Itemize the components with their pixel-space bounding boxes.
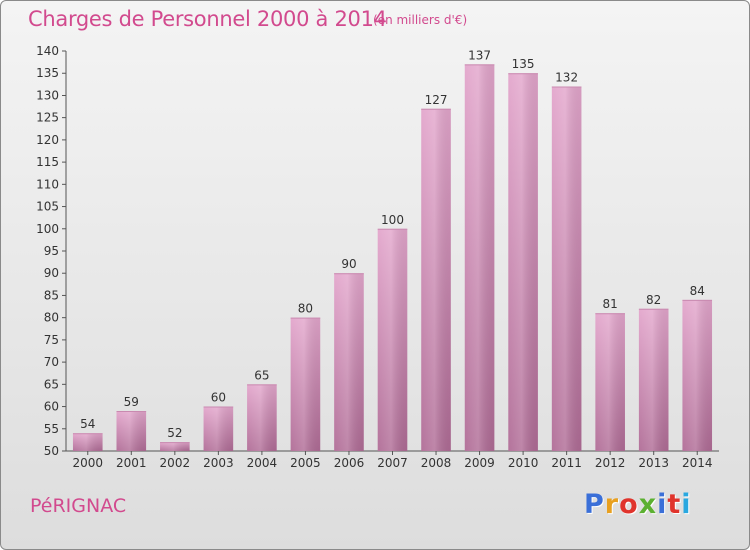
y-tick-label: 70 [44,355,59,369]
x-tick-label: 2011 [551,456,582,470]
x-tick-label: 2014 [682,456,713,470]
data-label-2005: 80 [298,302,313,316]
y-tick-label: 130 [36,88,59,102]
y-tick-label: 110 [36,177,59,191]
data-label-2010: 135 [512,57,535,71]
x-tick-label: 2009 [464,456,495,470]
y-tick-label: 100 [36,222,59,236]
data-label-2009: 137 [468,48,491,62]
y-tick-label: 95 [44,244,59,258]
data-label-2003: 60 [211,391,226,405]
y-tick-label: 60 [44,400,59,414]
x-tick-label: 2002 [160,456,191,470]
y-tick-label: 55 [44,422,59,436]
x-tick-label: 2013 [638,456,669,470]
y-tick-label: 125 [36,111,59,125]
logo-letter: i [657,489,668,520]
commune-name: PéRIGNAC [30,495,127,517]
data-label-2011: 132 [555,71,578,85]
data-label-2006: 90 [341,257,356,271]
bar-shine-2003 [203,406,234,451]
data-label-2002: 52 [167,426,182,440]
x-tick-label: 2008 [421,456,452,470]
x-tick-label: 2012 [595,456,626,470]
data-label-2008: 127 [425,93,448,107]
y-tick-label: 85 [44,288,59,302]
y-tick-label: 75 [44,333,59,347]
y-tick-label: 80 [44,311,59,325]
bar-shine-2004 [247,384,277,451]
bar-shine-2008 [421,108,451,452]
data-label-2014: 84 [690,284,705,298]
y-tick-label: 65 [44,377,59,391]
data-labels: 54 59 52 60 65 80 90 100 127 137 135 132 81 82 84 [80,48,705,440]
x-tick-label: 2006 [334,456,365,470]
x-tick-label: 2003 [203,456,234,470]
logo-letter: t [667,489,682,520]
x-axis: 2000 2001 2002 2003 2004 2005 2006 2007 2008 2009… [66,450,719,470]
x-tick-label: 2004 [247,456,278,470]
proxiti-logo[interactable]: Proxiti [584,489,692,520]
bar-shine-2002 [160,442,190,451]
bar-shine-2014 [682,299,713,451]
bar-shine-2013 [638,308,669,451]
bar-shine-2005 [290,317,321,451]
bar-shine-2001 [116,411,147,451]
data-label-2004: 65 [254,368,269,382]
bar-shine-2012 [595,313,625,451]
chart-title: Charges de Personnel 2000 à 2014 [28,7,387,31]
y-tick-label: 135 [36,66,59,80]
x-tick-label: 2007 [377,456,408,470]
y-tick-label: 140 [36,44,59,58]
logo-letter: x [638,489,658,520]
x-tick-label: 2005 [290,456,321,470]
y-tick-label: 105 [36,200,59,214]
data-label-2007: 100 [381,213,404,227]
logo-letter: o [619,489,639,520]
bar-shine-2011 [551,86,582,452]
bar-series [72,64,713,452]
y-axis: 50 55 60 65 70 75 80 85 90 95 100 105 110 115 120 125 13… [36,44,67,458]
y-tick-label: 120 [36,133,59,147]
bar-shine-2007 [377,228,408,451]
logo-letter: P [584,489,605,520]
data-label-2012: 81 [603,297,618,311]
x-tick-label: 2000 [72,456,103,470]
data-label-2013: 82 [646,293,661,307]
chart-subtitle: (en milliers d'€) [373,13,468,27]
bar-shine-2006 [334,273,364,451]
bar-shine-2000 [72,433,103,451]
x-tick-label: 2001 [116,456,147,470]
data-label-2001: 59 [124,395,139,409]
x-tick-label: 2010 [508,456,539,470]
y-tick-label: 50 [44,444,59,458]
bar-shine-2010 [508,73,538,451]
y-tick-label: 115 [36,155,59,169]
logo-letter: i [681,489,692,520]
bar-shine-2009 [464,64,495,452]
logo-letter: r [604,489,620,520]
y-tick-label: 90 [44,266,59,280]
data-label-2000: 54 [80,417,95,431]
